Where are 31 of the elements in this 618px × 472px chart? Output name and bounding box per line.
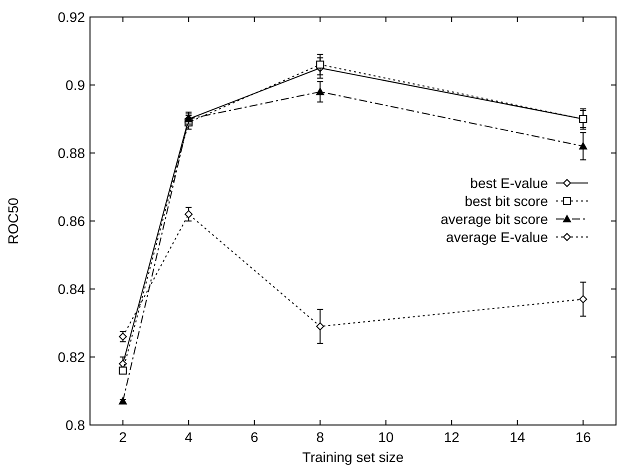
legend-label: best E-value bbox=[470, 175, 548, 191]
point bbox=[118, 366, 127, 375]
y-tick-label: 0.88 bbox=[58, 145, 86, 161]
y-tick-label: 0.82 bbox=[58, 349, 86, 365]
x-tick-label: 12 bbox=[444, 429, 460, 445]
y-tick-label: 0.92 bbox=[58, 9, 86, 25]
x-tick-label: 14 bbox=[510, 429, 526, 445]
point bbox=[118, 360, 127, 368]
y-tick-label: 0.86 bbox=[58, 213, 86, 229]
point bbox=[579, 295, 588, 304]
x-tick-label: 16 bbox=[575, 429, 592, 445]
point bbox=[184, 210, 193, 218]
point bbox=[316, 60, 324, 69]
point bbox=[579, 142, 588, 150]
x-axis-title: Training set size bbox=[302, 449, 404, 465]
point bbox=[316, 88, 324, 96]
legend-label: best bit score bbox=[464, 193, 548, 209]
x-tick-label: 10 bbox=[378, 429, 394, 445]
y-tick-label: 0.9 bbox=[66, 77, 86, 93]
legend-label: average E-value bbox=[446, 229, 548, 245]
y-axis-title: ROC50 bbox=[5, 197, 21, 244]
x-tick-label: 6 bbox=[250, 429, 258, 445]
x-tick-label: 2 bbox=[118, 429, 127, 445]
point bbox=[579, 115, 588, 123]
point bbox=[118, 397, 127, 404]
point bbox=[316, 322, 324, 330]
x-tick-label: 8 bbox=[316, 429, 324, 445]
y-tick-label: 0.8 bbox=[66, 417, 86, 433]
legend-label: average bit score bbox=[440, 211, 548, 227]
y-tick-label: 0.84 bbox=[58, 281, 86, 297]
x-tick-label: 4 bbox=[184, 429, 193, 445]
